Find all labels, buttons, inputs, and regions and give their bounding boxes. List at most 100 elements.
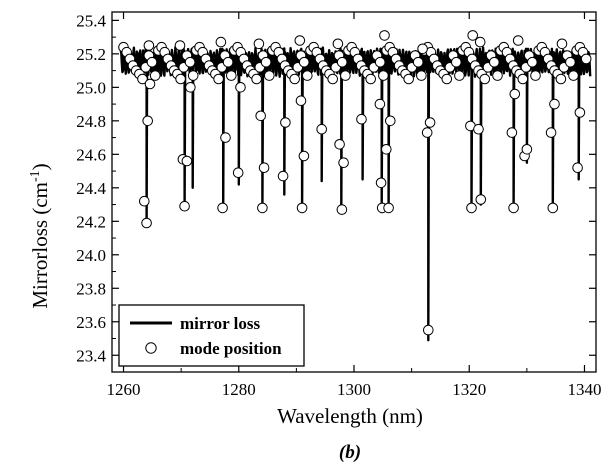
- mode-position-point: [506, 127, 518, 138]
- mode-position-point: [365, 73, 377, 85]
- mode-position-point: [545, 127, 557, 138]
- legend: mirror loss mode position: [118, 304, 305, 367]
- mode-position-point: [568, 70, 579, 81]
- mode-position-point: [336, 204, 348, 215]
- mode-position-point: [580, 53, 592, 65]
- mode-position-point: [264, 70, 275, 81]
- mode-position-point: [141, 217, 152, 229]
- y-tick-label: 24.8: [76, 112, 106, 131]
- y-tick-label: 23.6: [76, 313, 106, 332]
- mode-position-point: [316, 123, 328, 135]
- x-tick-label: 1320: [452, 380, 486, 399]
- mode-position-point: [441, 73, 453, 85]
- legend-label-mode-position: mode position: [180, 339, 282, 358]
- mode-position-point: [185, 82, 196, 93]
- mode-position-point: [383, 202, 394, 214]
- mode-position-point: [260, 56, 272, 68]
- mode-position-point: [527, 56, 538, 68]
- x-tick-label: 1260: [107, 380, 141, 399]
- mode-position-point: [489, 56, 500, 68]
- mode-position-point: [175, 73, 186, 85]
- mode-position-point: [466, 202, 477, 214]
- mode-position-point: [454, 70, 465, 81]
- mode-position-point: [374, 98, 386, 110]
- x-tick-label: 1300: [337, 380, 371, 399]
- plot-content: [118, 30, 592, 342]
- mode-position-point: [253, 38, 265, 50]
- x-tick-label: 1280: [222, 380, 256, 399]
- mode-position-point: [251, 73, 262, 85]
- mode-position-point: [421, 127, 433, 138]
- mode-position-point: [336, 56, 348, 68]
- mode-position-point: [139, 195, 150, 207]
- mode-position-point: [451, 56, 462, 68]
- mode-position-point: [137, 73, 148, 85]
- mode-position-point: [280, 117, 291, 128]
- mode-position-point: [257, 202, 268, 214]
- mode-position-point: [184, 56, 196, 68]
- mode-position-point: [512, 35, 524, 46]
- mode-position-point: [302, 70, 313, 81]
- mode-position-point: [149, 70, 161, 81]
- mode-position-point: [424, 117, 436, 128]
- y-tick-label: 24.6: [76, 145, 106, 164]
- mode-position-point: [295, 95, 307, 106]
- y-tick-label: 24.2: [76, 212, 106, 231]
- mode-position-point: [423, 324, 434, 336]
- mode-position-point: [475, 194, 487, 205]
- axes: 1260 1280 1300 1320 1340 23.4 23.6 23.8 24.0 24.2…: [76, 11, 601, 399]
- mode-position-point: [374, 56, 386, 68]
- mode-position-point: [474, 36, 486, 48]
- mode-position-point: [492, 70, 503, 81]
- mode-position-point: [338, 157, 349, 168]
- mode-position-point: [378, 70, 389, 81]
- mode-position-point: [375, 177, 387, 189]
- mode-position-point: [298, 56, 310, 68]
- mode-position-point: [508, 202, 519, 214]
- mode-position-point: [179, 200, 190, 212]
- mode-position-point: [385, 115, 396, 127]
- mode-position-point: [294, 35, 306, 46]
- mode-position-point: [226, 70, 237, 81]
- mode-position-point: [549, 98, 560, 110]
- mode-position-point: [327, 73, 339, 85]
- y-tick-label: 25.4: [76, 11, 106, 30]
- mode-position-point: [187, 70, 199, 81]
- mode-position-point: [146, 56, 158, 68]
- y-tick-label: 24.4: [76, 179, 106, 198]
- y-tick-label: 25.0: [76, 78, 106, 97]
- mode-position-point: [258, 162, 270, 173]
- mode-position-point: [217, 202, 228, 214]
- y-axis-label: Mirrorloss (cm-1): [28, 163, 52, 308]
- mode-position-point: [143, 40, 155, 51]
- mode-position-point: [381, 144, 392, 155]
- mode-position-point: [467, 30, 479, 41]
- y-tick-label: 24.0: [76, 246, 106, 265]
- mode-position-point: [332, 38, 344, 50]
- mode-position-point: [521, 144, 533, 155]
- y-axis-label-close: ): [28, 163, 52, 170]
- mode-position-point: [296, 202, 308, 214]
- mode-position-point: [340, 70, 351, 81]
- y-tick-label: 23.8: [76, 279, 106, 298]
- mode-position-point: [222, 56, 234, 68]
- mode-position-point: [277, 170, 289, 182]
- mode-position-point: [473, 123, 484, 135]
- plot-clip-group: [118, 30, 592, 342]
- mode-position-point: [220, 132, 231, 143]
- y-axis-label-main: Mirrorloss (cm: [28, 182, 52, 309]
- mode-position-point: [479, 73, 491, 85]
- series-mode-position: [118, 30, 592, 336]
- x-axis-label: Wavelength (nm): [277, 404, 423, 428]
- mode-position-point: [555, 73, 567, 85]
- mode-position-point: [416, 70, 427, 81]
- mode-position-point: [403, 73, 415, 85]
- mode-position-point: [235, 82, 246, 93]
- legend-label-mirror-loss: mirror loss: [180, 314, 260, 333]
- mode-position-point: [412, 56, 424, 68]
- mode-position-point: [565, 56, 576, 68]
- panel-label: (b): [339, 442, 361, 463]
- mode-position-point: [213, 73, 224, 85]
- mode-position-point: [547, 202, 559, 214]
